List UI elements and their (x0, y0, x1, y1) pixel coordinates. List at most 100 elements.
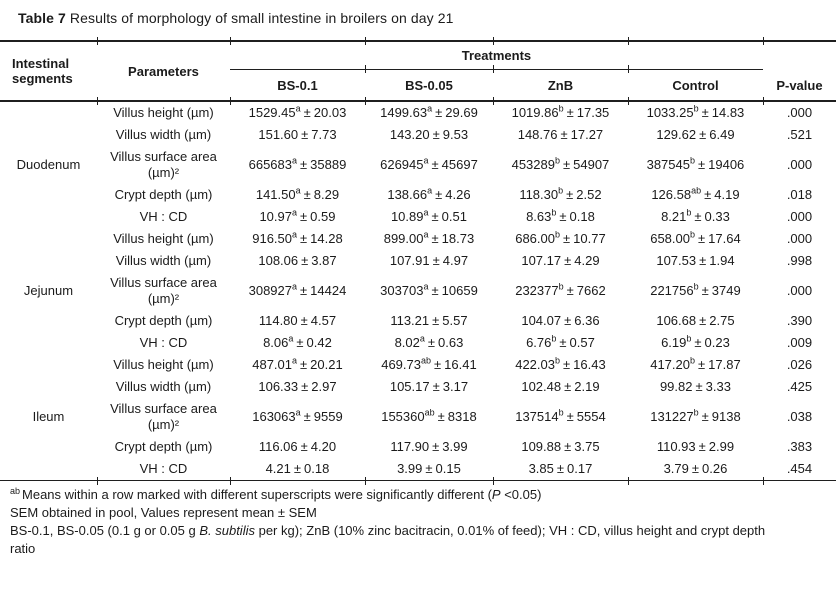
plus-minus-sign: ± (296, 335, 304, 350)
value-cell: 417.20b ±17.87 (628, 354, 763, 376)
plus-minus-sign: ± (303, 187, 311, 202)
sem-value: 19406 (708, 157, 745, 172)
plus-minus-sign: ± (566, 105, 574, 120)
significance-superscript: b (551, 207, 557, 218)
value-cell: 665683a ±35889 (230, 146, 365, 184)
significance-superscript: b (551, 333, 557, 344)
significance-superscript: a (292, 229, 298, 240)
plus-minus-sign: ± (431, 283, 439, 298)
value-cell: 126.58ab ±4.19 (628, 184, 763, 206)
table-row: Villus width (µm) 151.60 ±7.73 143.20 ±9.53 1… (0, 124, 836, 146)
sem-value: 2.52 (576, 187, 602, 202)
mean-value: 102.48 (521, 379, 562, 394)
significance-superscript: b (558, 103, 564, 114)
mean-value: 658.00 (650, 231, 690, 246)
table-row: VH : CD 8.06a ±0.42 8.02a ±0.63 6.76b ±0.57 6.1… (0, 332, 836, 354)
value-cell: 916.50a ±14.28 (230, 228, 365, 250)
plus-minus-sign: ± (698, 157, 706, 172)
table-row: Villus width (µm) 106.33 ±2.97 105.17 ±3.17 1… (0, 376, 836, 398)
mean-value: 8.02 (394, 335, 420, 350)
mean-value: 387545 (646, 157, 690, 172)
plus-minus-sign: ± (563, 231, 571, 246)
value-cell: 686.00b ±10.77 (493, 228, 628, 250)
plus-minus-sign: ± (560, 127, 568, 142)
plus-minus-sign: ± (435, 187, 443, 202)
sem-value: 6.49 (709, 127, 735, 142)
mean-value: 6.19 (661, 335, 687, 350)
parameter-cell: Villus height (µm) (113, 357, 214, 372)
col-header-control: Control (672, 77, 719, 93)
table-row: Crypt depth (µm) 114.80 ±4.57 113.21 ±5.57 10… (0, 310, 836, 332)
footnote-species-italic: B. subtilis (199, 523, 255, 538)
sem-value: 2.19 (574, 379, 600, 394)
value-cell: 163063a ±9559 (230, 398, 365, 436)
value-cell: 3.99 ±0.15 (365, 458, 493, 480)
significance-superscript: b (689, 229, 695, 240)
plus-minus-sign: ± (559, 335, 567, 350)
mean-value: 417.20 (650, 357, 690, 372)
value-cell: 303703a ±10659 (365, 272, 493, 310)
parameter-cell: Villus width (µm) (115, 253, 212, 268)
mean-value: 109.88 (521, 439, 562, 454)
plus-minus-sign: ± (698, 357, 706, 372)
plus-minus-sign: ± (559, 209, 567, 224)
value-cell: 469.73ab ±16.41 (365, 354, 493, 376)
significance-superscript: a (292, 281, 298, 292)
mean-value: 163063 (252, 409, 296, 424)
sem-value: 9.53 (442, 127, 469, 142)
value-cell: 1499.63a ±29.69 (365, 102, 493, 124)
plus-minus-sign: ± (563, 357, 571, 372)
bottom-rule (0, 477, 836, 485)
header-rule (0, 97, 836, 105)
footnote-text: BS-0.1, BS-0.05 (0.1 g or 0.05 g (10, 523, 200, 538)
parameter-cell: VH : CD (139, 335, 188, 350)
value-cell: 99.82 ±3.33 (628, 376, 763, 398)
plus-minus-sign: ± (432, 439, 440, 454)
significance-superscript: ab (691, 185, 702, 196)
mean-value: 626945 (380, 157, 424, 172)
column-tick (628, 37, 629, 45)
significance-superscript: a (292, 207, 298, 218)
segment-label: Ileum (32, 409, 65, 424)
mean-value: 110.93 (656, 439, 696, 454)
col-header-p-value: P-value (776, 77, 823, 93)
column-tick (763, 97, 765, 105)
sem-value: 0.57 (569, 335, 595, 350)
mean-value: 8.63 (526, 209, 552, 224)
mean-value: 916.50 (252, 231, 292, 246)
significance-superscript: a (427, 103, 433, 114)
plus-minus-sign: ± (300, 209, 308, 224)
column-tick (364, 37, 366, 45)
mean-value: 104.07 (521, 313, 562, 328)
plus-minus-sign: ± (695, 379, 703, 394)
table-header: Intestinal segments Parameters Treatment… (0, 42, 836, 100)
mean-value: 138.66 (387, 187, 428, 202)
p-value-cell: .383 (786, 439, 813, 454)
column-tick (763, 477, 765, 485)
p-value-cell: .454 (786, 461, 813, 476)
column-tick (492, 97, 494, 105)
p-value-cell: .026 (786, 357, 813, 372)
plus-minus-sign: ± (432, 127, 440, 142)
mean-value: 151.60 (258, 127, 299, 142)
plus-minus-sign: ± (301, 379, 309, 394)
sem-value: 14.28 (310, 231, 343, 246)
footnote-abbreviations: BS-0.1, BS-0.05 (0.1 g or 0.05 g B. subt… (10, 522, 790, 558)
plus-minus-sign: ± (698, 231, 706, 246)
significance-superscript: a (295, 103, 301, 114)
value-cell: 114.80 ±4.57 (230, 310, 365, 332)
plus-minus-sign: ± (301, 127, 309, 142)
p-value-cell: .038 (786, 409, 813, 424)
footnote-text: <0.05) (500, 487, 542, 502)
mean-value: 143.20 (389, 127, 430, 142)
value-cell: 107.17 ±4.29 (493, 250, 628, 272)
mean-value: 148.76 (517, 127, 558, 142)
mean-value: 6.76 (526, 335, 552, 350)
col-header-znb: ZnB (547, 77, 574, 93)
column-tick (627, 65, 629, 73)
mean-value: 232377 (515, 283, 559, 298)
table-row: Duodenum Villus height (µm) 1529.45a ±20.03… (0, 102, 836, 172)
value-cell: 658.00b ±17.64 (628, 228, 763, 250)
plus-minus-sign: ± (293, 461, 302, 476)
mean-value: 487.01 (252, 357, 292, 372)
